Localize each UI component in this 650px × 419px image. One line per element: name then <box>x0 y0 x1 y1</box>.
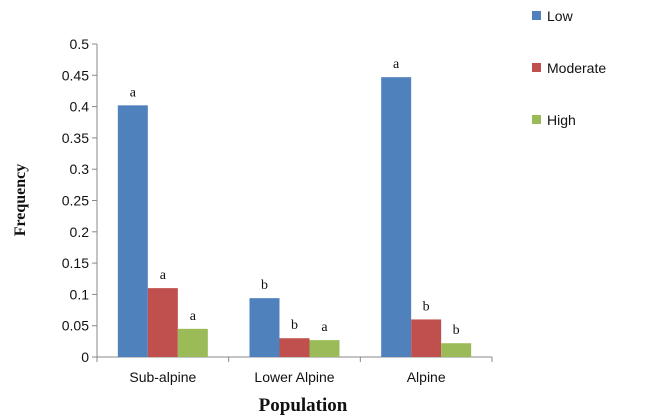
bar-high <box>441 343 472 357</box>
y-tick-label: 0 <box>81 349 89 365</box>
y-tick-label: 0.3 <box>70 161 90 177</box>
bar-low <box>117 105 148 358</box>
y-tick-label: 0.25 <box>62 193 89 209</box>
x-tick-label: Sub-alpine <box>129 369 196 385</box>
bar-high <box>309 340 340 357</box>
y-tick-label: 0.15 <box>62 255 89 271</box>
y-axis-title: Frequency <box>12 164 29 237</box>
y-tick-label: 0.2 <box>70 224 90 240</box>
bar-significance-label: a <box>393 57 400 72</box>
y-tick-label: 0.45 <box>62 67 89 83</box>
bar-significance-label: a <box>130 85 137 100</box>
bar-significance-label: b <box>453 323 460 338</box>
legend-label: High <box>547 112 576 128</box>
bar-low <box>249 298 280 357</box>
x-tick-label: Alpine <box>407 369 446 385</box>
x-axis-title: Population <box>259 395 348 416</box>
y-tick-label: 0.5 <box>70 36 90 52</box>
bar-labels: a a a b b a a b b <box>130 57 460 338</box>
x-ticks: Sub-alpine Lower Alpine Alpine <box>96 357 493 385</box>
bar-low <box>381 77 412 357</box>
bars <box>117 77 472 358</box>
bar-significance-label: a <box>190 309 197 324</box>
legend-label: Low <box>547 8 574 24</box>
legend-swatch <box>532 63 541 72</box>
bar-significance-label: b <box>423 299 430 314</box>
legend: Low Moderate High <box>532 8 606 128</box>
bar-significance-label: b <box>261 278 268 293</box>
y-ticks: 0 0.05 0.1 0.15 0.2 0.25 0.3 0.35 0.4 0.45 0.5 <box>62 36 97 365</box>
bar-significance-label: a <box>160 268 167 283</box>
y-tick-label: 0.35 <box>62 130 89 146</box>
y-tick-label: 0.4 <box>70 99 90 115</box>
bar-moderate <box>147 288 178 357</box>
bar-moderate <box>279 338 310 357</box>
bar-high <box>177 328 208 357</box>
bar-significance-label: a <box>321 320 328 335</box>
y-tick-label: 0.05 <box>62 318 89 334</box>
bar-moderate <box>411 319 442 357</box>
legend-label: Moderate <box>547 60 606 76</box>
bar-significance-label: b <box>291 318 298 333</box>
y-tick-label: 0.1 <box>70 286 90 302</box>
x-tick-label: Lower Alpine <box>254 369 334 385</box>
legend-swatch <box>532 11 541 20</box>
legend-swatch <box>532 115 541 124</box>
